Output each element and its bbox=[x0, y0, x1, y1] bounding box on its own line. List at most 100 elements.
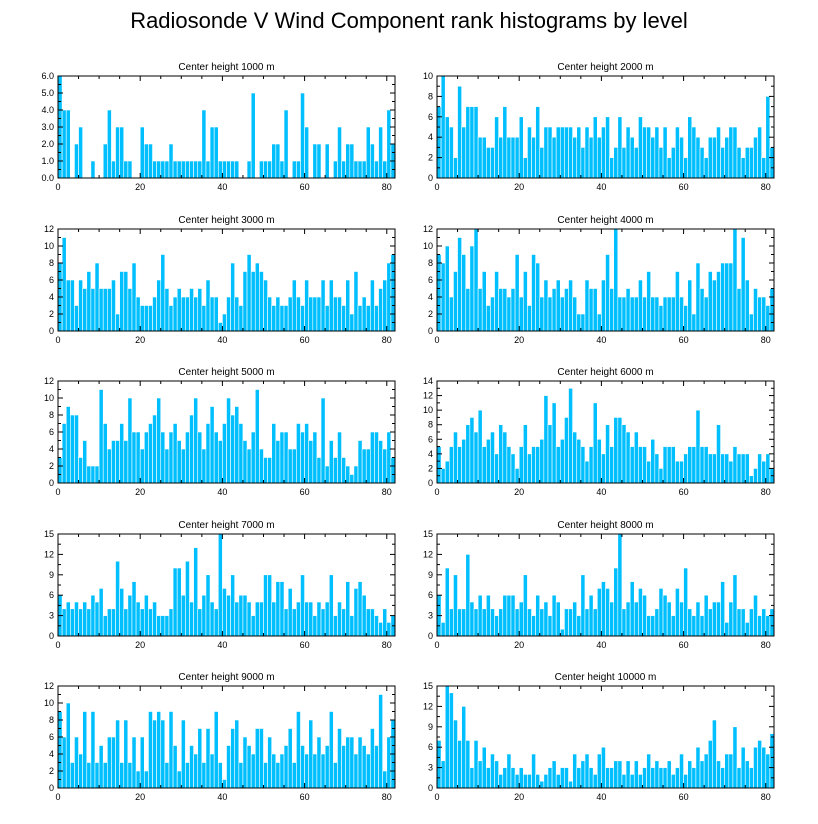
bar bbox=[457, 740, 462, 789]
bar bbox=[617, 296, 623, 332]
bar bbox=[584, 126, 590, 179]
x-tick-label: 0 bbox=[434, 792, 439, 802]
bar bbox=[127, 762, 133, 789]
bar bbox=[361, 745, 367, 789]
bar bbox=[543, 601, 549, 637]
bar bbox=[390, 457, 396, 484]
bar bbox=[185, 762, 190, 789]
bar bbox=[365, 448, 371, 484]
y-tick-label: 6 bbox=[428, 590, 433, 600]
bar bbox=[461, 706, 467, 789]
bar bbox=[234, 406, 240, 484]
y-tick-label: 15 bbox=[44, 529, 54, 539]
x-tick-label: 20 bbox=[135, 182, 145, 192]
bar bbox=[683, 157, 688, 179]
bar bbox=[613, 417, 619, 484]
bar bbox=[568, 608, 573, 637]
bar bbox=[324, 745, 330, 789]
bar bbox=[370, 608, 375, 637]
bar bbox=[300, 574, 305, 637]
bar bbox=[65, 702, 71, 789]
y-tick-label: 0 bbox=[49, 631, 54, 641]
bar bbox=[440, 622, 446, 637]
bar bbox=[374, 305, 379, 332]
bar bbox=[70, 414, 75, 484]
bar bbox=[736, 147, 742, 179]
bar bbox=[111, 608, 116, 637]
bar bbox=[592, 116, 598, 179]
bar bbox=[131, 431, 137, 484]
bar bbox=[275, 440, 281, 484]
bar bbox=[691, 767, 697, 789]
bar bbox=[111, 160, 116, 179]
bar bbox=[304, 279, 309, 332]
x-tick-label: 80 bbox=[382, 335, 392, 345]
bar bbox=[152, 296, 157, 332]
bar bbox=[300, 431, 305, 484]
bar bbox=[679, 753, 684, 789]
chart-panel-2: Center height 3000 m 0 20 40 60 80 0 2 4 6 8 10 12 bbox=[44, 215, 396, 345]
bar bbox=[176, 288, 182, 332]
bar bbox=[365, 126, 371, 179]
x-tick-label: 80 bbox=[382, 640, 392, 650]
bar bbox=[152, 719, 157, 789]
bar bbox=[349, 313, 355, 332]
bar bbox=[638, 279, 643, 332]
y-tick-label: 14 bbox=[423, 376, 433, 386]
y-tick-label: 10 bbox=[44, 241, 54, 251]
bar bbox=[312, 143, 318, 179]
y-tick-label: 0 bbox=[428, 783, 433, 793]
bar bbox=[65, 406, 71, 484]
bar bbox=[259, 728, 264, 789]
bar bbox=[341, 745, 346, 789]
bar bbox=[506, 594, 512, 637]
bar bbox=[201, 594, 207, 637]
bar bbox=[148, 608, 153, 637]
y-tick-label: 10 bbox=[423, 71, 433, 81]
bar bbox=[328, 711, 334, 789]
bar bbox=[572, 296, 578, 332]
bar bbox=[444, 460, 450, 484]
bar bbox=[209, 296, 215, 332]
bar bbox=[357, 440, 363, 484]
bar bbox=[650, 615, 656, 637]
bar bbox=[605, 254, 610, 332]
bar bbox=[444, 116, 450, 179]
bar bbox=[490, 753, 495, 789]
bar bbox=[115, 560, 120, 637]
bar bbox=[596, 438, 602, 484]
bar bbox=[333, 615, 338, 637]
bar bbox=[152, 601, 157, 637]
bar bbox=[82, 288, 88, 332]
bar bbox=[111, 440, 116, 484]
chart-panel-1: Center height 2000 m 0 20 40 60 80 0 2 4 6 8 10 bbox=[423, 62, 775, 192]
bar bbox=[160, 254, 166, 332]
bar bbox=[707, 271, 713, 332]
bar bbox=[65, 601, 71, 637]
bar bbox=[670, 446, 676, 484]
bar bbox=[514, 468, 520, 484]
bar bbox=[506, 136, 512, 179]
bar bbox=[316, 736, 322, 789]
bar bbox=[127, 160, 133, 179]
bar bbox=[506, 296, 512, 332]
bar bbox=[449, 446, 454, 484]
bar bbox=[662, 296, 668, 332]
bar bbox=[267, 574, 273, 637]
bar bbox=[580, 147, 586, 179]
bar bbox=[254, 262, 260, 332]
bar bbox=[617, 760, 623, 789]
bar bbox=[365, 305, 371, 332]
panel-title: Center height 5000 m bbox=[178, 367, 274, 378]
bar bbox=[180, 448, 186, 484]
bar bbox=[691, 126, 697, 179]
bar bbox=[444, 245, 450, 332]
bar bbox=[753, 746, 758, 789]
bar bbox=[707, 740, 713, 789]
bar bbox=[230, 728, 236, 789]
x-tick-label: 60 bbox=[300, 182, 310, 192]
bar bbox=[584, 279, 590, 332]
bar bbox=[250, 753, 256, 789]
bar bbox=[378, 126, 383, 179]
chart-panel-7: Center height 8000 m 0 20 40 60 80 0 3 6 9 12 15 bbox=[423, 520, 775, 650]
